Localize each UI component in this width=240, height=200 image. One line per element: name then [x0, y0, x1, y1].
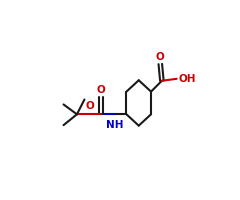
- Text: O: O: [156, 52, 165, 62]
- Text: NH: NH: [106, 120, 123, 130]
- Text: O: O: [97, 85, 106, 95]
- Text: O: O: [85, 101, 94, 111]
- Text: OH: OH: [179, 74, 196, 84]
